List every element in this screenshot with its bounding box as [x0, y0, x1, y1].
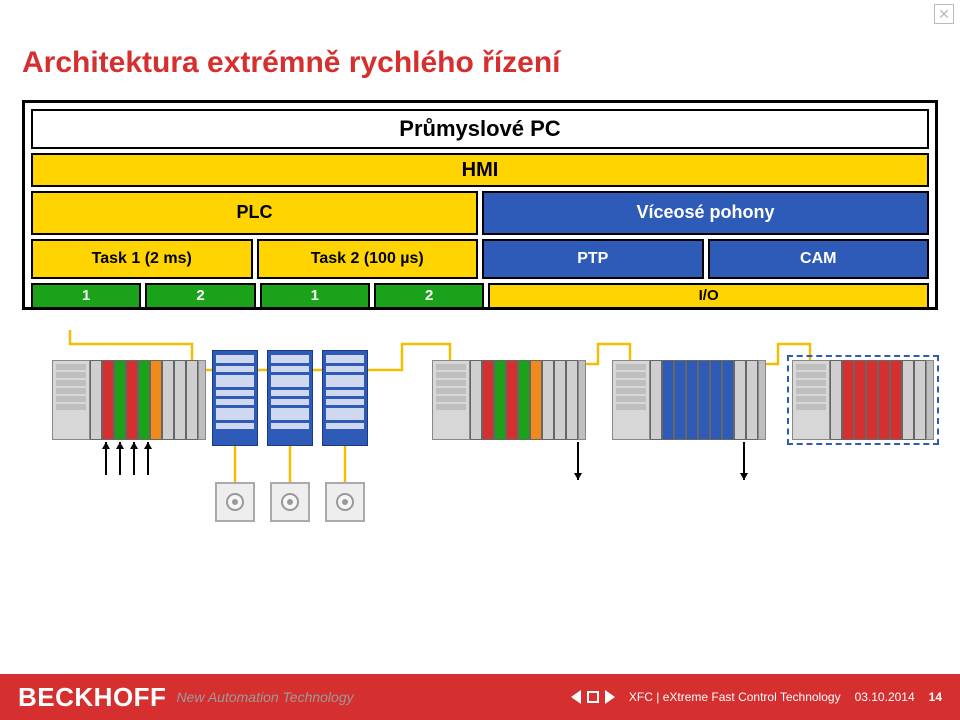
io-terminal	[554, 360, 566, 440]
close-icon[interactable]: ✕	[934, 4, 954, 24]
diagram-cell: Task 2 (100 µs)	[257, 239, 479, 279]
io-terminal	[542, 360, 554, 440]
bus-coupler	[792, 360, 830, 440]
io-terminal	[506, 360, 518, 440]
brand-logo: BECKHOFF	[18, 682, 166, 713]
servo-drive	[212, 350, 258, 446]
footer-page: 14	[929, 690, 942, 704]
io-terminal	[878, 360, 890, 440]
slide-category: Technologie XFC	[22, 10, 232, 41]
footer-right: XFC | eXtreme Fast Control Technology 03…	[571, 690, 942, 704]
diagram-cell: HMI	[31, 153, 929, 187]
io-terminal	[902, 360, 914, 440]
io-terminal	[854, 360, 866, 440]
stop-slide-icon[interactable]	[587, 691, 599, 703]
io-terminal	[686, 360, 698, 440]
diagram-cell: PTP	[482, 239, 704, 279]
diagram-cell: 1	[260, 283, 370, 309]
architecture-diagram: Průmyslové PC HMI PLCVíceosé pohony Task 1 …	[22, 100, 938, 310]
io-block	[52, 360, 206, 440]
bus-coupler	[612, 360, 650, 440]
slide-title: Architektura extrémně rychlého řízení	[22, 46, 561, 80]
diagram-cell: CAM	[708, 239, 930, 279]
io-terminal	[150, 360, 162, 440]
io-terminal	[914, 360, 926, 440]
io-terminal	[494, 360, 506, 440]
slide: ✕ Technologie XFC Architektura extrémně …	[0, 0, 960, 720]
io-terminal	[126, 360, 138, 440]
io-terminal	[138, 360, 150, 440]
motor-icon	[270, 482, 310, 522]
hardware-area	[22, 330, 938, 540]
io-terminal	[566, 360, 578, 440]
end-cap	[578, 360, 586, 440]
servo-drive	[322, 350, 368, 446]
io-terminal	[90, 360, 102, 440]
next-slide-icon[interactable]	[605, 690, 615, 704]
io-terminal	[114, 360, 126, 440]
io-terminal	[162, 360, 174, 440]
io-terminal	[102, 360, 114, 440]
diagram-cell: Task 1 (2 ms)	[31, 239, 253, 279]
io-terminal	[482, 360, 494, 440]
prev-slide-icon[interactable]	[571, 690, 581, 704]
io-terminal	[890, 360, 902, 440]
io-terminal	[746, 360, 758, 440]
io-terminal	[662, 360, 674, 440]
io-terminal	[698, 360, 710, 440]
diagram-cell: PLC	[31, 191, 478, 235]
diagram-cell: 2	[145, 283, 255, 309]
io-terminal	[722, 360, 734, 440]
motor-icon	[215, 482, 255, 522]
end-cap	[758, 360, 766, 440]
io-terminal	[674, 360, 686, 440]
brand-tagline: New Automation Technology	[176, 689, 353, 705]
diagram-cell: Víceosé pohony	[482, 191, 929, 235]
io-terminal	[710, 360, 722, 440]
bus-coupler	[52, 360, 90, 440]
footer-doc-title: XFC | eXtreme Fast Control Technology	[629, 690, 841, 704]
motor-icon	[325, 482, 365, 522]
footer-bar: BECKHOFF New Automation Technology XFC |…	[0, 674, 960, 720]
io-terminal	[734, 360, 746, 440]
end-cap	[926, 360, 934, 440]
diagram-cell: 1	[31, 283, 141, 309]
end-cap	[198, 360, 206, 440]
diagram-cell: 2	[374, 283, 484, 309]
io-terminal	[186, 360, 198, 440]
io-terminal	[650, 360, 662, 440]
io-terminal	[518, 360, 530, 440]
bus-coupler	[432, 360, 470, 440]
io-terminal	[842, 360, 854, 440]
servo-drive	[267, 350, 313, 446]
io-terminal	[174, 360, 186, 440]
io-terminal	[866, 360, 878, 440]
io-block	[432, 360, 586, 440]
io-block	[612, 360, 766, 440]
io-terminal	[470, 360, 482, 440]
footer-date: 03.10.2014	[855, 690, 915, 704]
slide-nav	[571, 690, 615, 704]
diagram-cell: Průmyslové PC	[31, 109, 929, 149]
io-terminal	[530, 360, 542, 440]
io-block	[792, 360, 934, 440]
io-terminal	[830, 360, 842, 440]
diagram-cell: I/O	[488, 283, 929, 309]
